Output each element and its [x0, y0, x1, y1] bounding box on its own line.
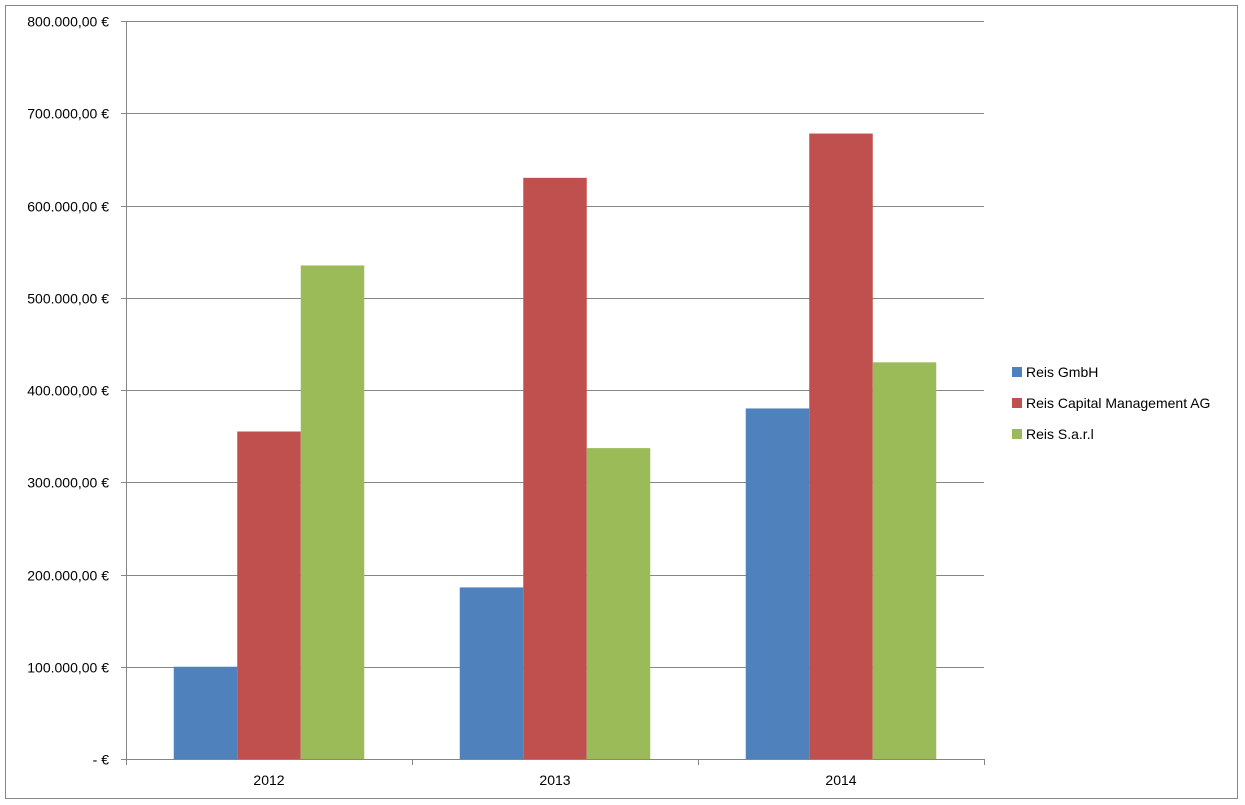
legend-swatch: [1012, 367, 1022, 377]
bar-2012-series-3: [300, 265, 365, 759]
x-tick-label: 2014: [825, 772, 856, 788]
y-tick-label: 700.000,00 €: [27, 106, 109, 122]
y-tick-labels: - € 100.000,00 € 200.000,00 € 300.000,00 € 4…: [27, 14, 109, 768]
bar-2014-series-1: [745, 408, 810, 759]
bar-2013-series-1: [459, 587, 524, 759]
legend-label: Reis S.a.r.l: [1026, 426, 1094, 442]
y-tick-label: 300.000,00 €: [27, 475, 109, 491]
bar-2013-series-2: [523, 177, 587, 759]
y-tick-label: 200.000,00 €: [27, 568, 109, 584]
y-tick-label: 800.000,00 €: [27, 14, 109, 30]
y-tick-label: 400.000,00 €: [27, 383, 109, 399]
bar-2014-series-2: [809, 133, 873, 760]
x-tick-labels: 2012 2013 2014: [253, 772, 856, 788]
x-tick-label: 2013: [539, 772, 570, 788]
legend: Reis GmbH Reis Capital Management AG Reis …: [1012, 364, 1210, 442]
y-tick-label: 500.000,00 €: [27, 291, 109, 307]
axes: [121, 21, 985, 765]
bar-2012-series-2: [237, 431, 301, 759]
bar-2012-series-1: [173, 666, 238, 759]
legend-label: Reis GmbH: [1026, 364, 1098, 380]
y-tick-label: 100.000,00 €: [27, 660, 109, 676]
bar-2013-series-3: [586, 448, 651, 759]
x-tick-label: 2012: [253, 772, 284, 788]
legend-swatch: [1012, 429, 1022, 439]
y-tick-label: 600.000,00 €: [27, 199, 109, 215]
legend-swatch: [1012, 398, 1022, 408]
legend-label: Reis Capital Management AG: [1026, 395, 1210, 411]
y-tick-label: - €: [93, 752, 110, 768]
bar-2014-series-3: [872, 362, 937, 759]
bars: [173, 133, 937, 760]
